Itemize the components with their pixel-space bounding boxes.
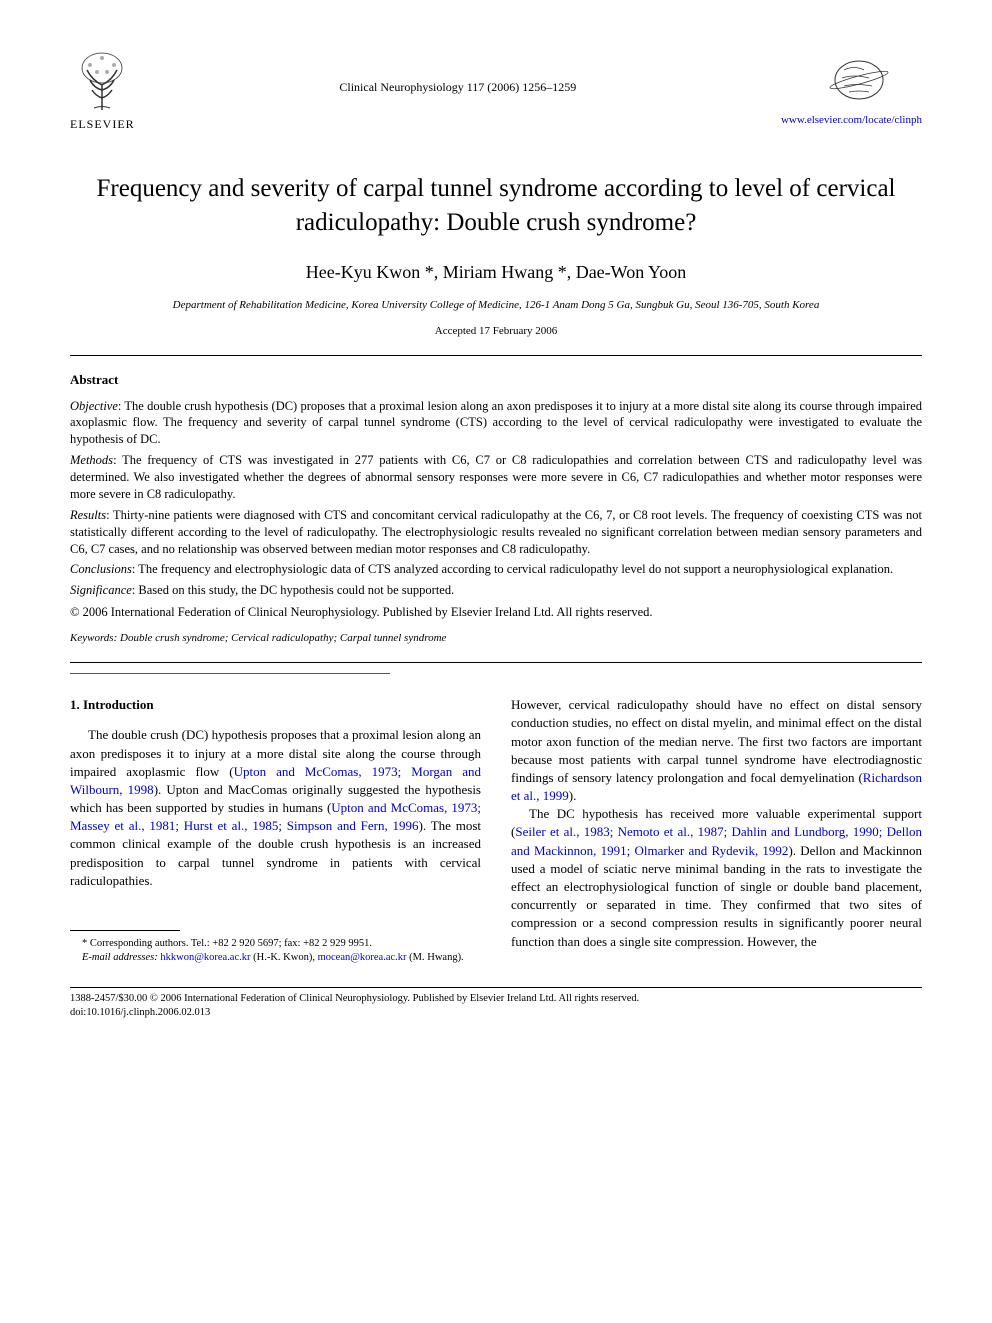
publisher-name: ELSEVIER — [70, 117, 135, 132]
email-link-2[interactable]: mocean@korea.ac.kr — [318, 952, 407, 963]
right-column: However, cervical radiculopathy should h… — [511, 696, 922, 965]
email-name-2: (M. Hwang). — [407, 952, 464, 963]
journal-logo: www.elsevier.com/locate/clinph — [781, 50, 922, 126]
journal-citation: Clinical Neurophysiology 117 (2006) 1256… — [339, 80, 576, 95]
keywords-rule — [70, 673, 390, 674]
affiliation: Department of Rehabilitation Medicine, K… — [70, 299, 922, 311]
results-text: : Thirty-nine patients were diagnosed wi… — [70, 508, 922, 556]
objective-text: : The double crush hypothesis (DC) propo… — [70, 399, 922, 447]
footer-line-2: doi:10.1016/j.clinph.2006.02.013 — [70, 1006, 922, 1020]
footer-separator — [70, 987, 922, 988]
intro-para-1: The double crush (DC) hypothesis propose… — [70, 726, 481, 890]
abstract-objective: Objective: The double crush hypothesis (… — [70, 398, 922, 449]
footnote-separator — [70, 930, 180, 931]
journal-url-link[interactable]: www.elsevier.com/locate/clinph — [781, 114, 922, 126]
abstract-heading: Abstract — [70, 372, 922, 388]
keywords-text: Double crush syndrome; Cervical radiculo… — [117, 632, 446, 644]
email-name-1: (H.-K. Kwon), — [251, 952, 318, 963]
article-title: Frequency and severity of carpal tunnel … — [70, 172, 922, 240]
footer-line-1: 1388-2457/$30.00 © 2006 International Fe… — [70, 992, 922, 1006]
conclusions-text: : The frequency and electrophysiologic d… — [132, 562, 893, 576]
accepted-date: Accepted 17 February 2006 — [70, 325, 922, 337]
corresponding-note: * Corresponding authors. Tel.: +82 2 920… — [70, 937, 481, 951]
methods-text: : The frequency of CTS was investigated … — [70, 453, 922, 501]
abstract-methods: Methods: The frequency of CTS was invest… — [70, 452, 922, 503]
email-link-1[interactable]: hkkwon@korea.ac.kr — [160, 952, 250, 963]
results-label: Results — [70, 508, 106, 522]
page-header: ELSEVIER Clinical Neurophysiology 117 (2… — [70, 50, 922, 132]
right-text-2: ). — [569, 788, 577, 803]
intro-para-2: The DC hypothesis has received more valu… — [511, 805, 922, 951]
authors-list: Hee-Kyu Kwon *, Miriam Hwang *, Dae-Won … — [70, 262, 922, 283]
intro-para-continued: However, cervical radiculopathy should h… — [511, 696, 922, 805]
section-heading: 1. Introduction — [70, 696, 481, 714]
methods-label: Methods — [70, 453, 113, 467]
significance-label: Significance — [70, 583, 132, 597]
journal-brain-icon — [814, 50, 889, 110]
body-columns: 1. Introduction The double crush (DC) hy… — [70, 696, 922, 965]
email-note: E-mail addresses: hkkwon@korea.ac.kr (H.… — [70, 951, 481, 965]
keywords-label: Keywords: — [70, 632, 117, 644]
left-column: 1. Introduction The double crush (DC) hy… — [70, 696, 481, 965]
elsevier-tree-icon — [72, 50, 132, 115]
right-text-1: However, cervical radiculopathy should h… — [511, 697, 922, 785]
abstract-results: Results: Thirty-nine patients were diagn… — [70, 507, 922, 558]
objective-label: Objective — [70, 399, 118, 413]
abstract-copyright: © 2006 International Federation of Clini… — [70, 605, 922, 620]
right-p2-text-2: ). Dellon and Mackinnon used a model of … — [511, 843, 922, 949]
significance-text: : Based on this study, the DC hypothesis… — [132, 583, 454, 597]
abstract-conclusions: Conclusions: The frequency and electroph… — [70, 561, 922, 578]
abstract-section: Abstract Objective: The double crush hyp… — [70, 355, 922, 664]
conclusions-label: Conclusions — [70, 562, 132, 576]
publisher-logo: ELSEVIER — [70, 50, 135, 132]
email-label: E-mail addresses: — [82, 952, 158, 963]
keywords: Keywords: Double crush syndrome; Cervica… — [70, 632, 922, 644]
abstract-significance: Significance: Based on this study, the D… — [70, 582, 922, 599]
